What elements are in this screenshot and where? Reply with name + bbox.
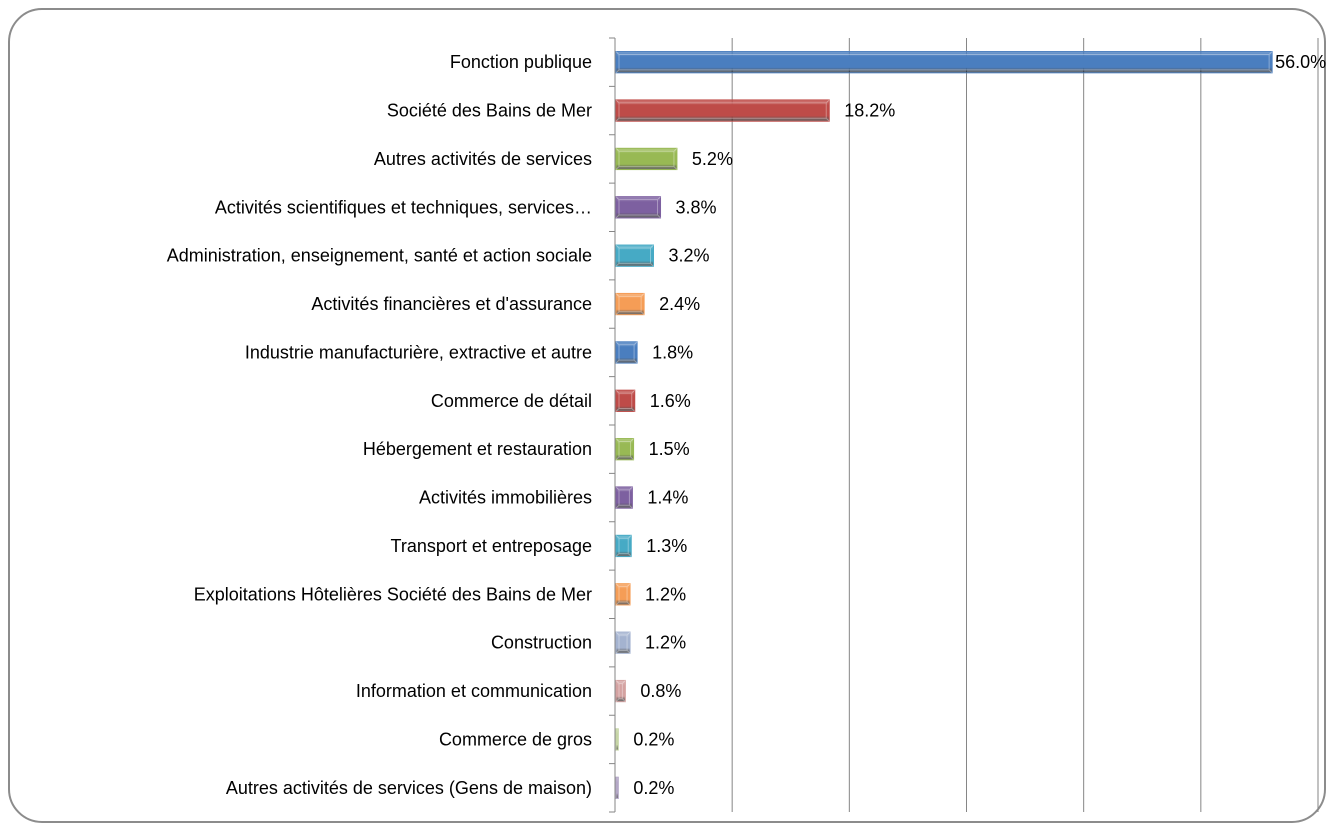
category-label: Information et communication [356,681,592,701]
data-label: 1.6% [650,391,691,411]
data-label: 1.4% [647,488,688,508]
bar-3 [615,147,678,171]
data-label: 56.0% [1275,52,1326,72]
data-label: 2.4% [659,294,700,314]
category-label: Administration, enseignement, santé et a… [167,246,592,266]
category-label: Activités immobilières [419,488,592,508]
category-label: Autres activités de services [374,149,592,169]
data-label: 1.3% [646,536,687,556]
bar-11 [615,534,632,558]
bar-10 [615,486,633,509]
category-label: Exploitations Hôtelières Société des Bai… [194,584,592,604]
bar-12 [615,583,631,606]
data-label: 1.5% [649,439,690,459]
bar-15 [615,728,619,751]
data-label: 0.2% [633,729,674,749]
data-label: 1.8% [652,342,693,362]
bar-1 [615,51,1273,74]
data-label: 3.8% [676,197,717,217]
data-label: 3.2% [668,246,709,266]
bar-16 [615,776,619,799]
bar-14 [615,679,626,703]
category-label: Construction [491,633,592,653]
bar-13 [615,631,631,654]
data-label: 0.2% [633,778,674,798]
bar-9 [615,438,635,461]
category-label: Société des Bains de Mer [387,101,592,121]
category-label: Commerce de gros [439,729,592,749]
bar-2 [615,99,830,122]
category-label: Autres activités de services (Gens de ma… [226,778,592,798]
category-label: Hébergement et restauration [363,439,592,459]
bar-4 [615,196,662,219]
category-label: Activités financières et d'assurance [311,294,592,314]
bar-6 [615,292,645,316]
category-label: Activités scientifiques et techniques, s… [215,197,592,217]
category-label: Transport et entreposage [391,536,592,556]
bar-7 [615,341,638,364]
data-label: 0.8% [640,681,681,701]
bar-8 [615,389,636,412]
chart-frame [8,8,1326,823]
bar-5 [615,244,654,267]
data-label: 1.2% [645,584,686,604]
category-label: Fonction publique [450,52,592,72]
data-label: 1.2% [645,633,686,653]
category-label: Commerce de détail [431,391,592,411]
data-label: 18.2% [844,101,895,121]
category-label: Industrie manufacturière, extractive et … [245,342,592,362]
data-label: 5.2% [692,149,733,169]
